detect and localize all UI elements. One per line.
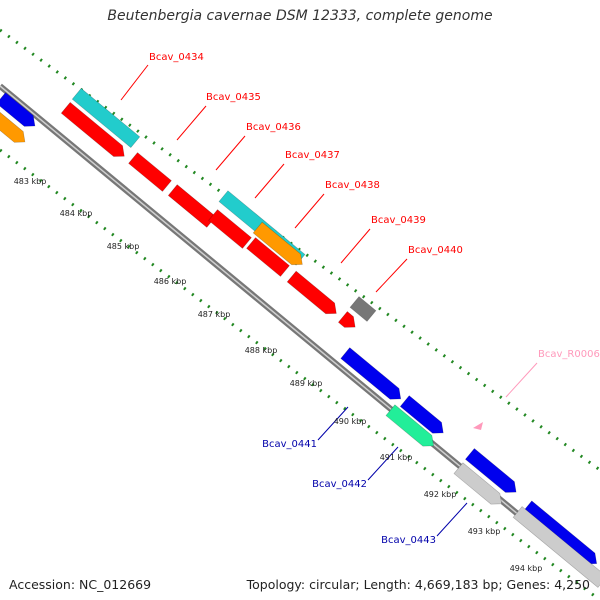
gene-label: Bcav_0436	[246, 122, 301, 133]
kbp-tick-label: 493 kbp	[468, 527, 501, 536]
gene-leader-line	[294, 193, 325, 229]
gene-leader-line	[375, 258, 408, 293]
gene-feature-arrow	[340, 347, 402, 400]
gene-leader-line	[120, 64, 149, 101]
gene-label: Bcav_0437	[285, 150, 340, 161]
gene-leader-line	[340, 228, 371, 264]
gene-feature-arrow	[399, 395, 444, 434]
gene-feature-arrow	[208, 209, 252, 249]
kbp-tick-label: 483 kbp	[14, 177, 47, 186]
kbp-tick-label: 491 kbp	[380, 453, 413, 462]
gene-feature-arrow	[246, 237, 290, 277]
gene-label: Bcav_0434	[149, 52, 204, 63]
gene-feature-arrow	[512, 506, 600, 588]
kbp-tick-label: 484 kbp	[60, 209, 93, 218]
gene-leader-line	[436, 502, 468, 537]
kbp-tick-label: 487 kbp	[198, 310, 231, 319]
gene-feature-arrow	[167, 184, 217, 228]
gene-feature-arrow	[128, 152, 172, 192]
feature-layer	[0, 87, 600, 588]
gene-feature-arrow	[252, 221, 303, 266]
kbp-tick-label: 489 kbp	[290, 379, 323, 388]
gene-label: Bcav_0441	[262, 439, 317, 450]
label-layer: Bcav_0434 Bcav_0435 Bcav_0436 Bcav_0437 Bcav…	[120, 52, 600, 546]
kbp-tick-label: 492 kbp	[424, 490, 457, 499]
gene-leader-line	[317, 406, 349, 441]
gene-feature-arrow	[464, 448, 517, 493]
gene-label: Bcav_R0006	[538, 349, 600, 360]
gene-feature-arrow	[385, 404, 434, 447]
gene-feature-arrow	[337, 311, 356, 328]
outer-dotted-track	[0, 28, 600, 472]
kbp-tick-label: 488 kbp	[245, 346, 278, 355]
gene-feature-arrow	[0, 108, 26, 143]
kbp-tick-label: 485 kbp	[107, 242, 140, 251]
rna-feature-marker	[473, 422, 483, 430]
genome-summary: Topology: circular; Length: 4,669,183 bp…	[246, 577, 590, 592]
accession-label: Accession: NC_012669	[9, 577, 152, 592]
gene-leader-line	[215, 135, 246, 171]
gene-feature-arrow	[0, 92, 36, 127]
gene-label: Bcav_0439	[371, 215, 426, 226]
gene-feature-arrow	[349, 296, 377, 322]
gene-leader-line	[505, 362, 538, 398]
gene-leader-line	[254, 163, 285, 199]
gene-feature-arrow	[286, 270, 337, 315]
gene-feature-arrow	[453, 462, 502, 505]
map-title: Beutenbergia cavernae DSM 12333, complet…	[107, 8, 493, 24]
gene-label: Bcav_0443	[381, 535, 436, 546]
tick-label-layer: 483 kbp 484 kbp 485 kbp 486 kbp 487 kbp 488 k…	[14, 177, 543, 573]
gene-label: Bcav_0440	[408, 245, 463, 256]
kbp-tick-label: 486 kbp	[154, 277, 187, 286]
gene-label: Bcav_0435	[206, 92, 261, 103]
kbp-tick-label: 490 kbp	[334, 417, 367, 426]
gene-leader-line	[367, 446, 399, 481]
gene-label: Bcav_0442	[312, 479, 367, 490]
gene-leader-line	[176, 105, 207, 141]
gene-feature-arrow	[60, 101, 125, 157]
gene-label: Bcav_0438	[325, 180, 380, 191]
gene-feature-arrow	[71, 87, 141, 149]
kbp-tick-label: 494 kbp	[510, 564, 543, 573]
